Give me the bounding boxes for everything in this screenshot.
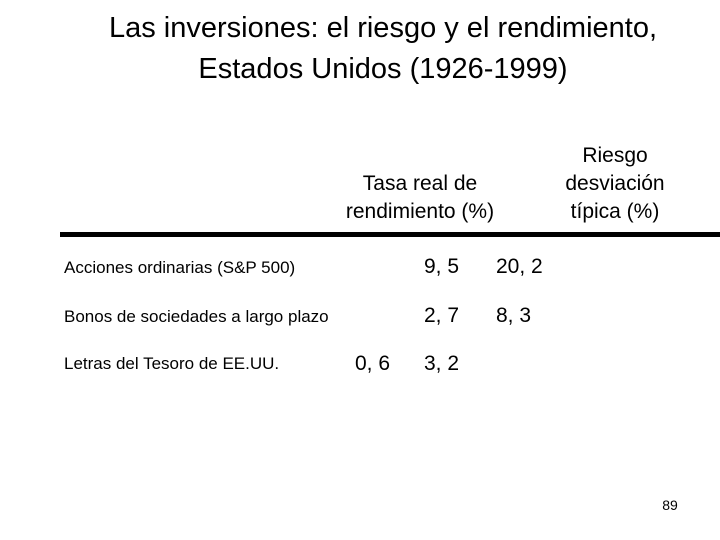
column-header-line: Tasa real de: [362, 172, 478, 195]
column-header-riesgo: Riesgo desviación típica (%): [540, 142, 690, 226]
header-divider: [60, 232, 720, 237]
column-header-line: desviación: [565, 172, 665, 195]
title-line-1: Las inversiones: el riesgo y el rendimie…: [108, 12, 658, 44]
column-header-line: rendimiento (%): [345, 200, 495, 223]
column-header-rendimiento: Tasa real de rendimiento (%): [330, 170, 510, 226]
column-header-line: Riesgo: [582, 144, 648, 167]
row-label-acciones: Acciones ordinarias (S&P 500): [64, 258, 296, 277]
cell-rendimiento-bonos: 2, 7: [424, 304, 460, 327]
row-label-letras: Letras del Tesoro de EE.UU.: [64, 354, 280, 373]
cell-rendimiento-acciones: 9, 5: [424, 255, 460, 278]
title-line-2: Estados Unidos (1926-1999): [198, 53, 568, 85]
column-header-line: típica (%): [570, 200, 660, 223]
cell-riesgo-bonos: 8, 3: [496, 304, 532, 327]
cell-riesgo-letras: 3, 2: [424, 352, 460, 375]
slide-title: Las inversiones: el riesgo y el rendimie…: [0, 8, 720, 90]
row-label-bonos: Bonos de sociedades a largo plazo: [64, 307, 329, 326]
cell-riesgo-acciones: 20, 2: [496, 255, 543, 278]
page-number: 89: [662, 497, 678, 513]
cell-rendimiento-letras: 0, 6: [355, 352, 391, 375]
